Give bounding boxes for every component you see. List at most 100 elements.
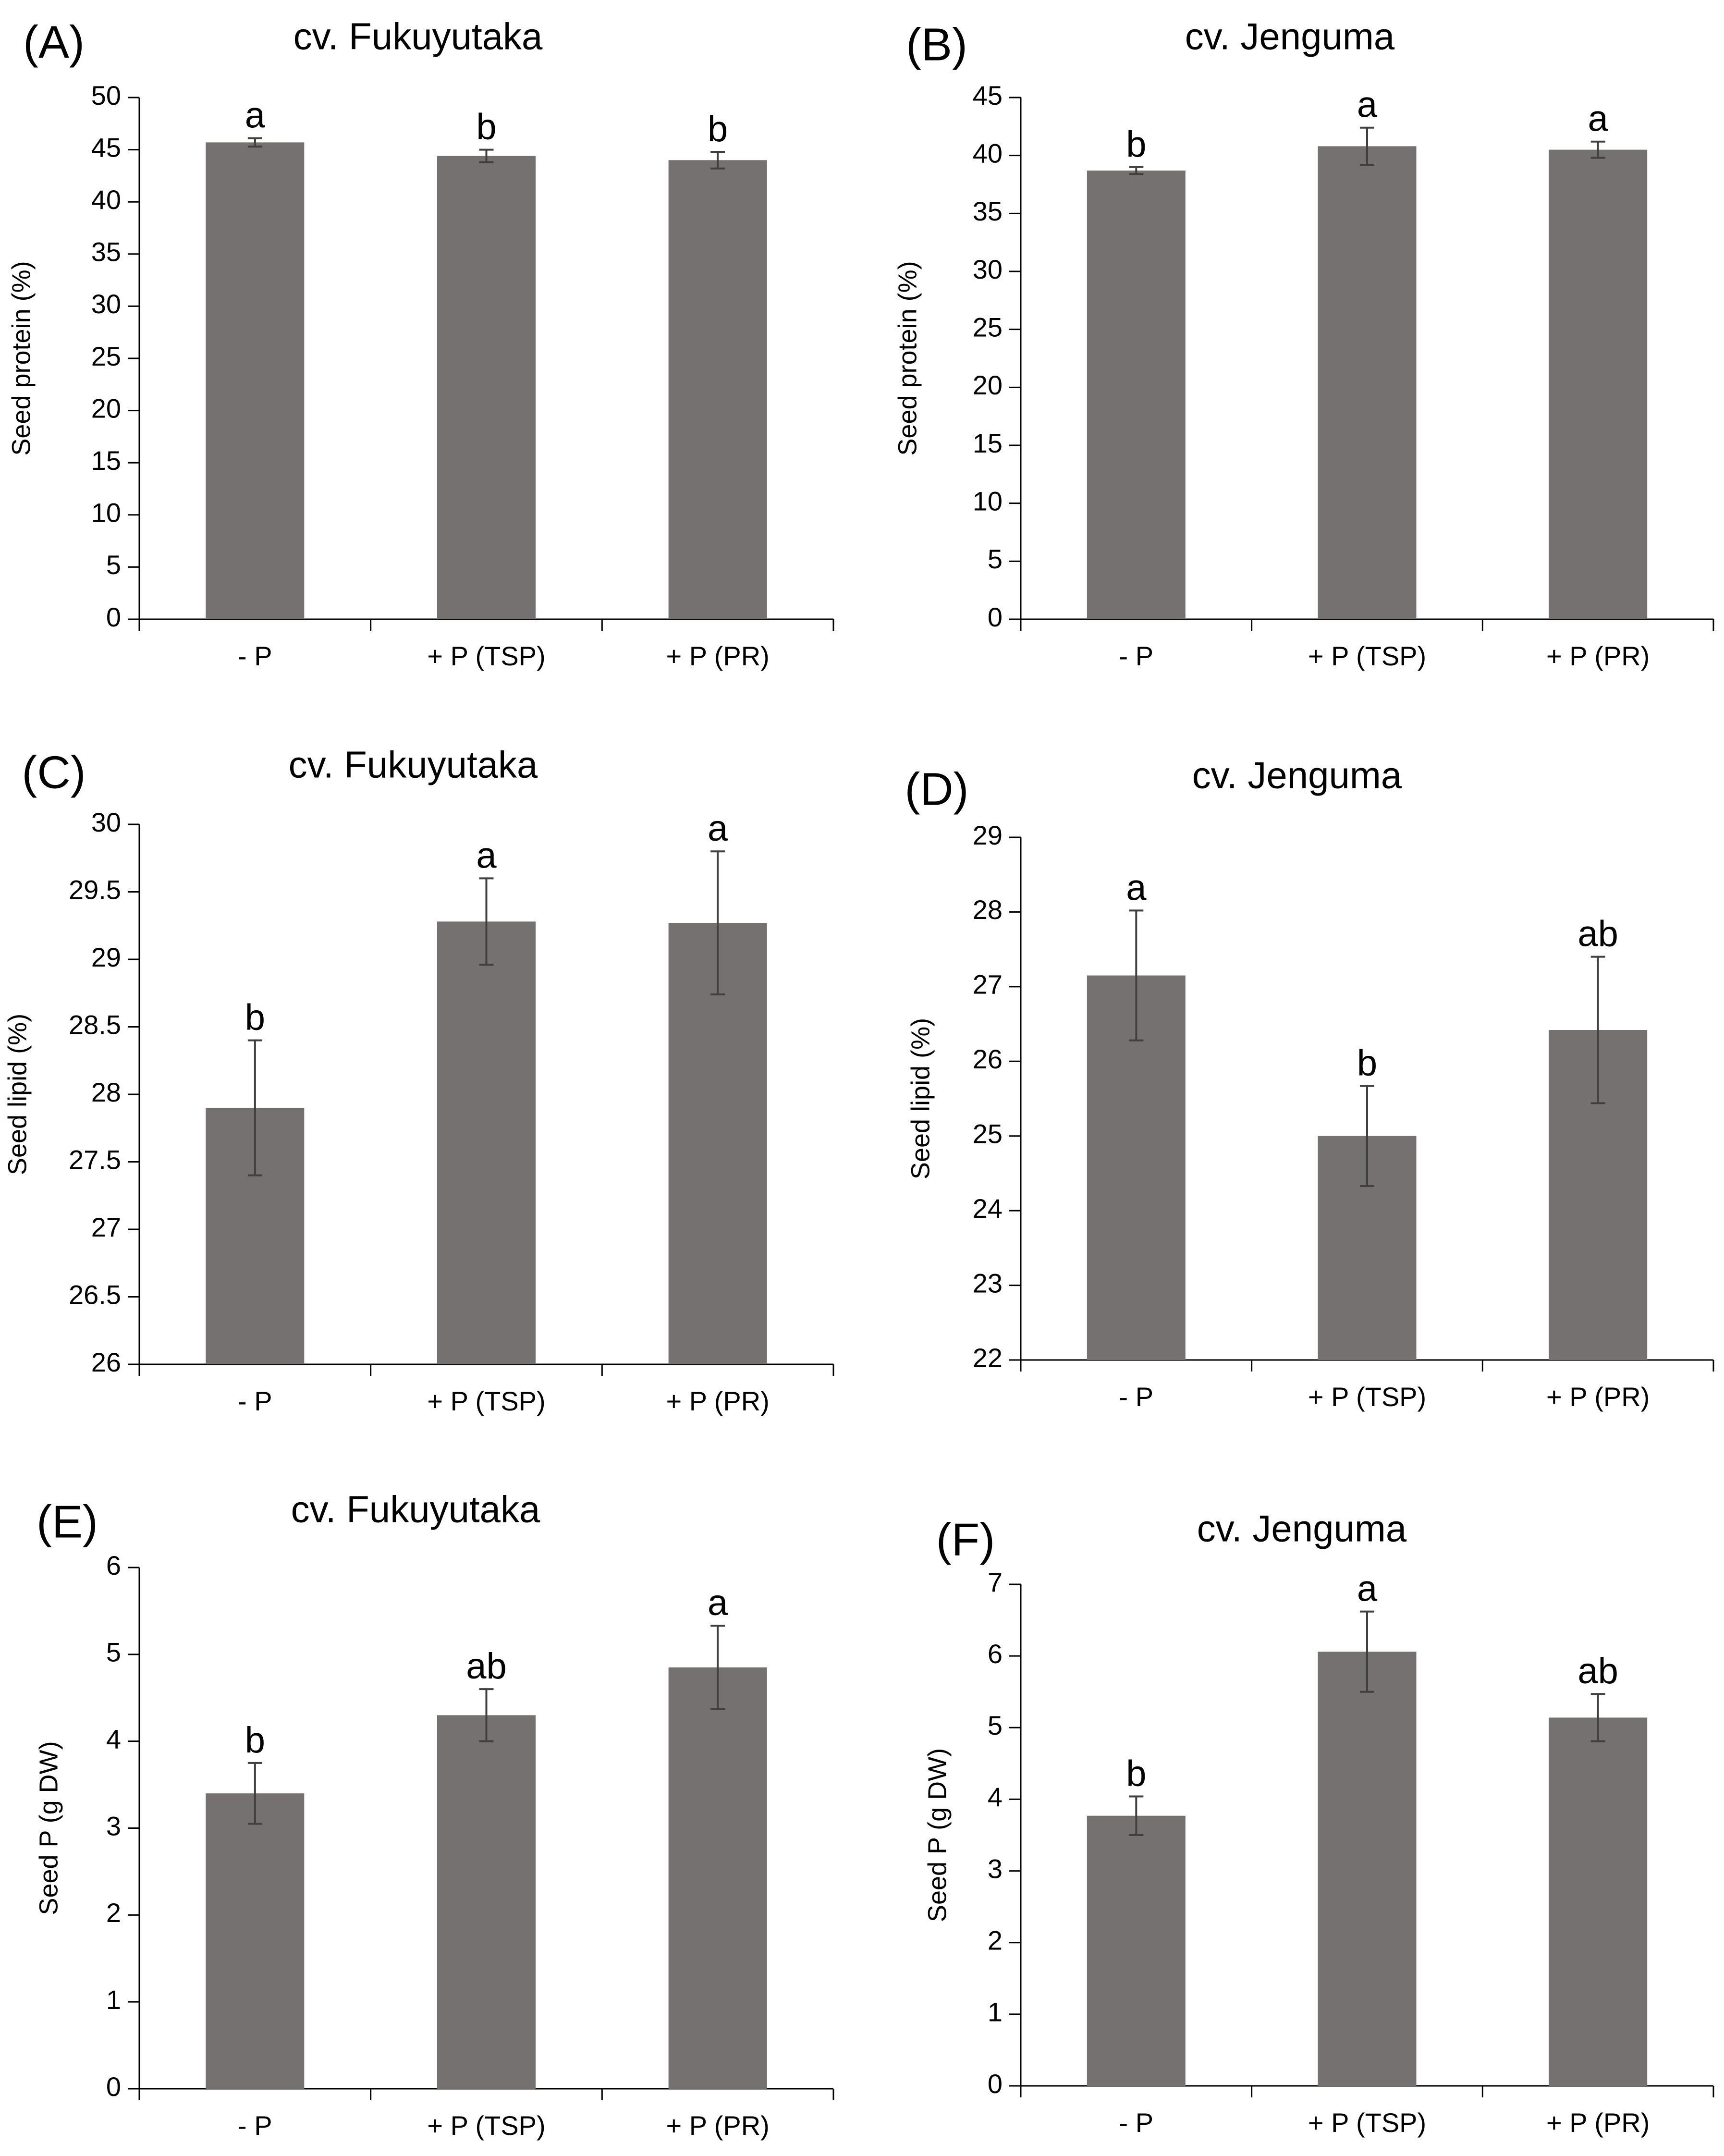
panel-a-bar: [668, 160, 767, 619]
panel-a-label: (A): [23, 16, 85, 68]
panel-a-y-tick-label: 35: [91, 237, 121, 267]
panel-a-y-axis-label: Seed protein (%): [7, 261, 36, 455]
panel-e-bar: [437, 1715, 536, 2089]
panel-b-category-label: - P: [1119, 641, 1154, 671]
panel-d-y-tick-label: 26: [973, 1044, 1003, 1074]
panel-d-title: cv. Jenguma: [1192, 754, 1402, 796]
panel-d-y-tick-label: 25: [973, 1119, 1003, 1149]
panel-f-y-tick-label: 2: [988, 1925, 1003, 1956]
panel-b-y-tick-label: 15: [973, 428, 1003, 458]
panel-c-title: cv. Fukuyutaka: [289, 744, 538, 786]
panel-e-significance-letter: b: [245, 1720, 265, 1761]
panel-f-significance-letter: ab: [1577, 1651, 1618, 1691]
panel-e-y-tick-label: 6: [106, 1550, 121, 1580]
panel-e-category-label: - P: [238, 2110, 272, 2141]
panel-f-category-label: - P: [1119, 2107, 1154, 2138]
panel-b-y-tick-label: 35: [973, 196, 1003, 226]
panel-f-bar: [1318, 1652, 1417, 2086]
panel-b-y-tick-label: 30: [973, 254, 1003, 284]
panel-d-significance-letter: a: [1126, 867, 1147, 908]
panel-d-y-axis-label: Seed lipid (%): [906, 1018, 935, 1179]
panel-b-y-tick-label: 10: [973, 486, 1003, 516]
panel-e-y-tick-label: 0: [106, 2071, 121, 2102]
panel-c-category-label: - P: [238, 1386, 272, 1416]
panel-e-y-tick-label: 5: [106, 1637, 121, 1667]
panel-c-y-tick-label: 29: [91, 942, 121, 972]
panel-b-significance-letter: b: [1126, 124, 1146, 165]
panel-a-y-tick-label: 50: [91, 80, 121, 110]
panel-b-category-label: + P (PR): [1546, 641, 1650, 671]
panel-c-significance-letter: b: [245, 997, 265, 1038]
panel-c-label: (C): [22, 747, 86, 798]
panel-f-label: (F): [936, 1514, 995, 1565]
panel-c-y-tick-label: 30: [91, 807, 121, 837]
panel-f-y-tick-label: 0: [988, 2069, 1003, 2099]
panel-f-bar: [1087, 1815, 1186, 2086]
panel-d-category-label: - P: [1119, 1382, 1154, 1412]
panel-c-y-tick-label: 29.5: [69, 874, 121, 905]
panel-f-bar: [1549, 1717, 1648, 2086]
panel-a-y-tick-label: 15: [91, 445, 121, 476]
panel-c-y-tick-label: 26: [91, 1347, 121, 1377]
panel-f-category-label: + P (PR): [1546, 2107, 1650, 2138]
panel-e-significance-letter: ab: [466, 1646, 507, 1687]
panel-f-significance-letter: b: [1126, 1753, 1146, 1794]
panel-b-y-tick-label: 20: [973, 370, 1003, 400]
panel-a-y-tick-label: 10: [91, 498, 121, 528]
panel-d-category-label: + P (TSP): [1308, 1382, 1426, 1412]
panel-e-label: (E): [37, 1496, 98, 1547]
panel-d-y-tick-label: 28: [973, 894, 1003, 925]
panel-a-title: cv. Fukuyutaka: [293, 15, 543, 58]
panel-a-y-tick-label: 20: [91, 393, 121, 423]
panel-e-category-label: + P (TSP): [427, 2110, 545, 2141]
panel-d-y-tick-label: 27: [973, 969, 1003, 1000]
panel-b-y-tick-label: 40: [973, 138, 1003, 168]
panel-c-significance-letter: a: [476, 835, 497, 876]
panel-a-y-tick-label: 0: [106, 602, 121, 632]
panel-f-y-tick-label: 6: [988, 1639, 1003, 1669]
panel-f-y-tick-label: 5: [988, 1710, 1003, 1740]
panel-f-y-tick-label: 4: [988, 1782, 1003, 1812]
panel-b-bar: [1318, 146, 1417, 619]
panel-c-bar: [437, 921, 536, 1364]
panel-e-y-tick-label: 3: [106, 1811, 121, 1841]
panel-d-y-tick-label: 29: [973, 820, 1003, 850]
panel-e-bar: [206, 1793, 305, 2089]
panel-e-category-label: + P (PR): [666, 2110, 770, 2141]
panel-f-title: cv. Jenguma: [1197, 1507, 1407, 1550]
panel-f-y-axis-label: Seed P (g DW): [923, 1748, 952, 1922]
panel-a-category-label: + P (TSP): [427, 641, 545, 671]
panel-c-y-tick-label: 26.5: [69, 1279, 121, 1310]
panel-d-y-tick-label: 22: [973, 1343, 1003, 1373]
panel-e-title: cv. Fukuyutaka: [291, 1488, 540, 1531]
panel-d-label: (D): [905, 763, 968, 815]
panel-b-bar: [1087, 171, 1186, 619]
panel-f-category-label: + P (TSP): [1308, 2107, 1426, 2138]
panel-b-bar: [1549, 149, 1648, 620]
panel-c-category-label: + P (TSP): [427, 1386, 545, 1416]
panel-d-y-tick-label: 23: [973, 1268, 1003, 1298]
panel-c-y-axis-label: Seed lipid (%): [3, 1014, 32, 1175]
panel-d-y-tick-label: 24: [973, 1193, 1003, 1224]
panel-a-y-tick-label: 30: [91, 289, 121, 319]
panel-f-y-tick-label: 3: [988, 1853, 1003, 1884]
panel-b-y-tick-label: 0: [988, 602, 1003, 632]
panel-e-y-tick-label: 1: [106, 1984, 121, 2015]
panel-c-y-tick-label: 28.5: [69, 1009, 121, 1040]
panel-a-category-label: - P: [238, 641, 272, 671]
panel-a-significance-letter: a: [245, 95, 266, 136]
panel-d-category-label: + P (PR): [1546, 1382, 1650, 1412]
panel-c-category-label: + P (PR): [666, 1386, 770, 1416]
panel-b-y-tick-label: 45: [973, 80, 1003, 110]
panel-a-y-tick-label: 45: [91, 132, 121, 162]
panel-f-y-tick-label: 7: [988, 1567, 1003, 1597]
panel-e-y-tick-label: 2: [106, 1898, 121, 1928]
panel-b-significance-letter: a: [1588, 98, 1609, 139]
panel-a-significance-letter: b: [708, 109, 728, 149]
panel-e-bar: [668, 1667, 767, 2089]
panel-b-label: (B): [906, 19, 967, 70]
panel-a-category-label: + P (PR): [666, 641, 770, 671]
panel-e-significance-letter: a: [708, 1582, 728, 1623]
panel-a-y-tick-label: 25: [91, 341, 121, 371]
panel-a-y-tick-label: 40: [91, 184, 121, 215]
